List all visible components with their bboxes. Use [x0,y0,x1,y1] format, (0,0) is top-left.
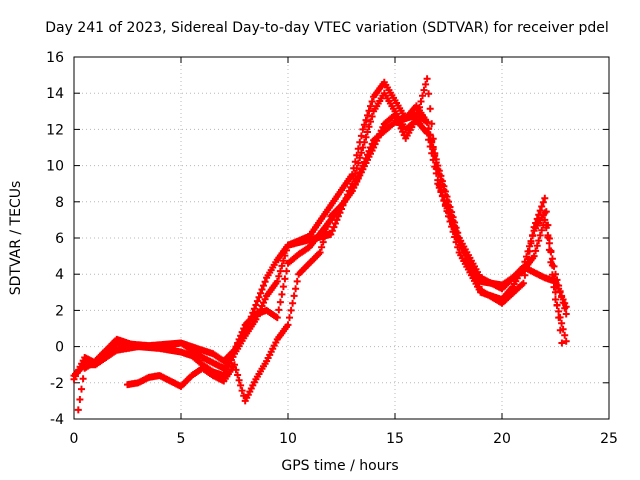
y-tick-label: 0 [55,340,64,356]
x-tick-label: 20 [493,431,511,447]
axis-ticks: -4 -2 0 2 4 6 8 10 12 14 16 0 5 10 15 20 25 [46,50,618,447]
y-tick-label: 2 [55,303,64,319]
chart-title: Day 241 of 2023, Sidereal Day-to-day VTE… [45,20,609,36]
grid-lines [74,57,609,419]
y-tick-label: 16 [46,50,64,66]
y-tick-label: 4 [55,267,64,283]
y-axis-label: SDTVAR / TECUs [8,181,24,296]
x-tick-label: 0 [70,431,79,447]
y-tick-label: -4 [50,412,64,428]
series-track-c [74,111,570,414]
series-markers [124,75,566,405]
x-tick-label: 15 [386,431,404,447]
x-tick-label: 10 [279,431,297,447]
y-tick-label: -2 [50,376,64,392]
y-tick-label: 6 [55,231,64,247]
series-markers [74,111,570,414]
x-axis-label: GPS time / hours [281,458,398,474]
series-track-d [124,75,566,405]
y-tick-label: 12 [46,122,64,138]
y-tick-label: 8 [55,195,64,211]
x-tick-label: 25 [600,431,618,447]
y-tick-label: 10 [46,159,64,175]
data-series [70,75,570,414]
x-tick-label: 5 [177,431,186,447]
y-tick-label: 14 [46,86,64,102]
